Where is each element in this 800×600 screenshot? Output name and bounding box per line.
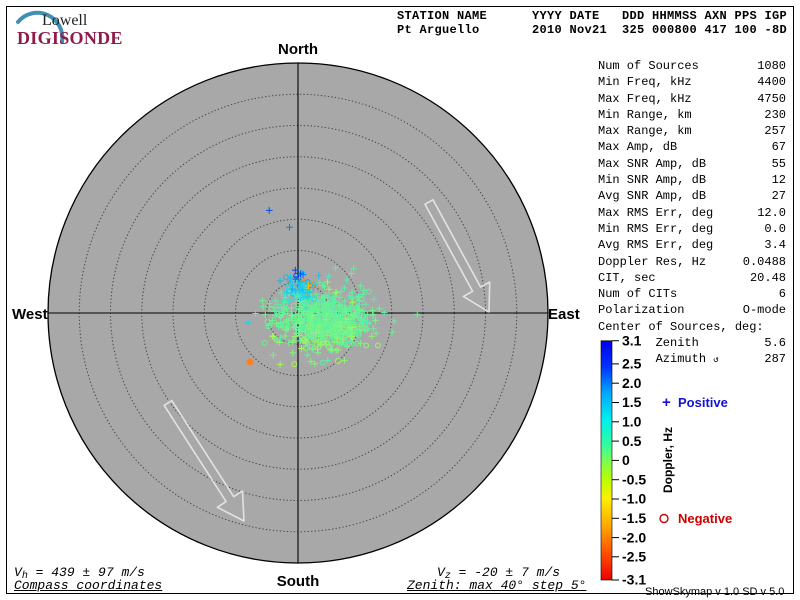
svg-text:3.1: 3.1: [622, 333, 642, 349]
svg-text:2.5: 2.5: [622, 356, 642, 372]
svg-text:1.5: 1.5: [622, 394, 642, 410]
svg-text:Negative: Negative: [678, 511, 732, 526]
svg-text:-1.5: -1.5: [622, 510, 646, 526]
svg-text:-2.0: -2.0: [622, 529, 646, 545]
svg-text:2.0: 2.0: [622, 375, 642, 391]
svg-text:0: 0: [622, 452, 630, 468]
svg-text:0.5: 0.5: [622, 433, 642, 449]
svg-text:Positive: Positive: [678, 395, 728, 410]
svg-text:-3.1: -3.1: [622, 572, 646, 588]
svg-text:+: +: [662, 394, 671, 411]
svg-text:1.0: 1.0: [622, 414, 642, 430]
svg-text:-2.5: -2.5: [622, 549, 646, 565]
svg-text:Doppler, Hz: Doppler, Hz: [661, 427, 675, 493]
svg-text:-1.0: -1.0: [622, 491, 646, 507]
svg-text:-0.5: -0.5: [622, 471, 646, 487]
